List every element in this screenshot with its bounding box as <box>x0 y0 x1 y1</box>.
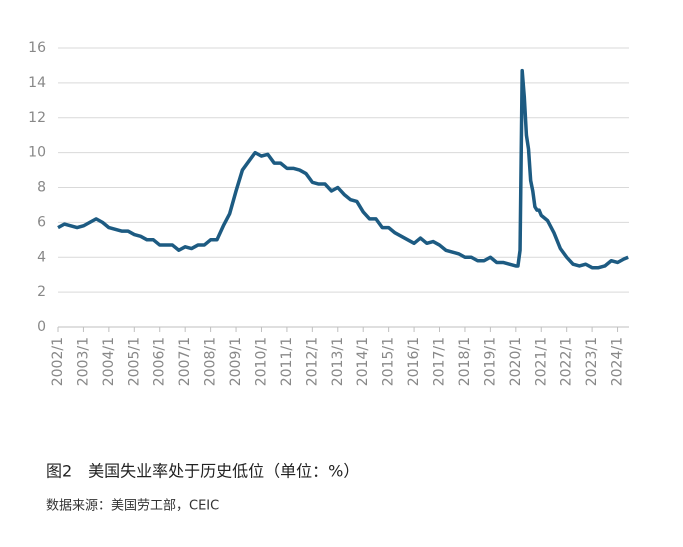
x-tick-label: 2020/1 <box>508 337 524 386</box>
x-tick-label: 2012/1 <box>304 337 320 386</box>
x-tick-label: 2013/1 <box>330 337 346 386</box>
x-tick-label: 2006/1 <box>152 337 168 386</box>
y-tick-label: 10 <box>28 145 46 161</box>
x-tick-label: 2019/1 <box>482 337 498 386</box>
x-tick-label: 2009/1 <box>228 337 244 386</box>
x-tick-label: 2022/1 <box>559 337 575 386</box>
caption: 图2 美国失业率处于历史低位（单位：%） <box>46 462 359 481</box>
x-tick-label: 2003/1 <box>75 337 91 386</box>
x-tick-label: 2010/1 <box>253 337 269 386</box>
x-tick-label: 2004/1 <box>101 337 117 386</box>
y-tick-label: 0 <box>37 319 46 335</box>
y-tick-label: 12 <box>28 110 46 126</box>
y-tick-label: 2 <box>37 284 46 300</box>
x-tick-label: 2023/1 <box>584 337 600 386</box>
x-tick-label: 2016/1 <box>406 337 422 386</box>
y-tick-label: 4 <box>37 249 46 265</box>
x-tick-label: 2024/1 <box>610 337 626 386</box>
x-tick-label: 2018/1 <box>457 337 473 386</box>
x-tick-label: 2015/1 <box>381 337 397 386</box>
x-tick-label: 2017/1 <box>432 337 448 386</box>
x-tick-label: 2021/1 <box>533 337 549 386</box>
y-tick-label: 16 <box>28 40 46 56</box>
x-tick-label: 2007/1 <box>177 337 193 386</box>
line <box>57 68 629 270</box>
y-tick-label: 6 <box>37 214 46 230</box>
source: 数据来源：美国劳工部，CEIC <box>46 498 219 514</box>
y-tick-label: 14 <box>28 75 46 91</box>
x-tick-label: 2014/1 <box>355 337 371 386</box>
x-tick-label: 2008/1 <box>203 337 219 386</box>
x-tick-label: 2005/1 <box>126 337 142 386</box>
x-tick-label: 2002/1 <box>50 337 66 386</box>
x-tick-label: 2011/1 <box>279 337 295 386</box>
y-tick-label: 8 <box>37 180 46 196</box>
